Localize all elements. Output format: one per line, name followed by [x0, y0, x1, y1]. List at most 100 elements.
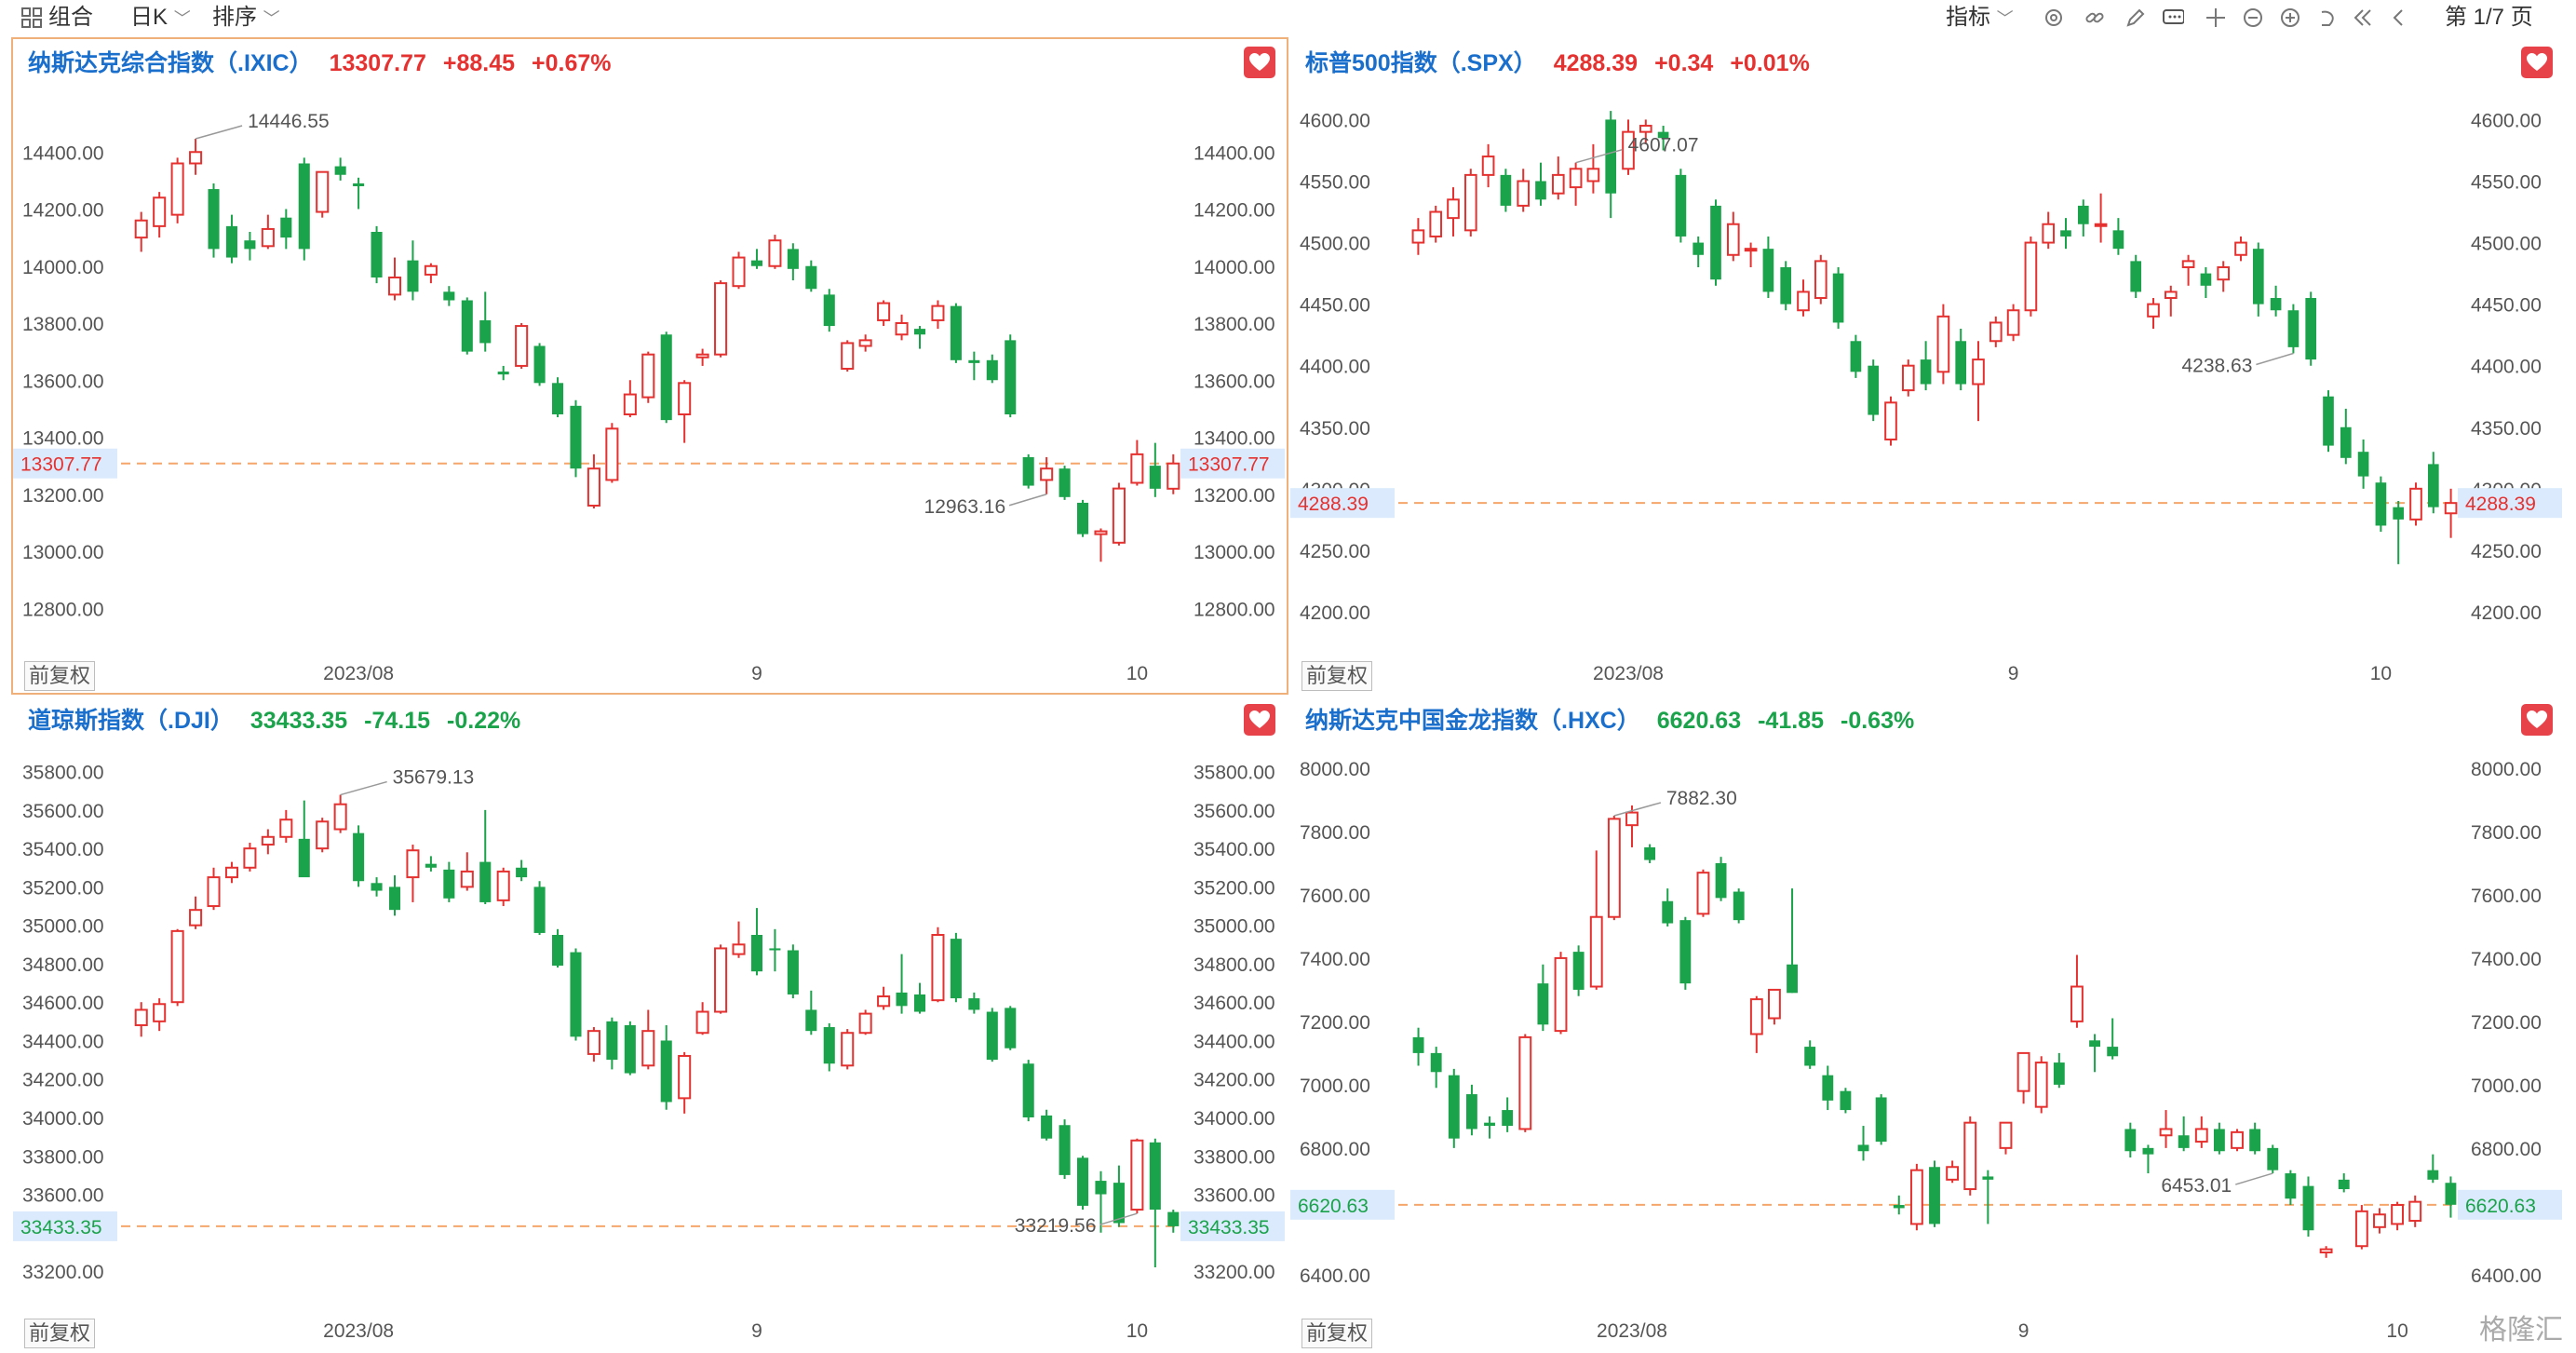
candle[interactable]	[2285, 1170, 2297, 1206]
candle[interactable]	[2006, 304, 2020, 342]
candlestick-chart[interactable]: 8000.00 8000.00 7800.00 7800.00 7600.00 7600.…	[1288, 695, 2566, 1352]
candle[interactable]	[425, 856, 437, 872]
candle[interactable]	[2302, 1176, 2314, 1238]
candle[interactable]	[461, 297, 473, 355]
candle[interactable]	[2409, 482, 2422, 526]
candle[interactable]	[1696, 869, 1710, 917]
candle[interactable]	[805, 990, 817, 1035]
candle[interactable]	[732, 921, 746, 958]
chart-panel-ixic[interactable]: 纳斯达克综合指数（.IXIC） 13307.77 +88.45 +0.67% 14400…	[11, 37, 1288, 695]
candle[interactable]	[388, 875, 401, 916]
candle[interactable]	[1465, 1084, 1477, 1136]
candle[interactable]	[2077, 199, 2089, 237]
candle[interactable]	[787, 243, 799, 281]
candle[interactable]	[1463, 169, 1477, 237]
scroll-back-icon[interactable]	[2389, 7, 2411, 29]
candle[interactable]	[2159, 1110, 2173, 1148]
candle[interactable]	[2130, 254, 2142, 299]
candle[interactable]	[533, 343, 546, 386]
candle[interactable]	[2070, 954, 2084, 1028]
candle[interactable]	[1077, 1156, 1089, 1211]
candle[interactable]	[225, 214, 237, 264]
candle[interactable]	[1840, 1088, 1852, 1114]
candle[interactable]	[1500, 169, 1512, 212]
candle[interactable]	[2444, 488, 2458, 538]
candle[interactable]	[2094, 193, 2108, 243]
candle[interactable]	[2270, 285, 2282, 317]
indicators-selector[interactable]: 指标 ﹀	[1946, 0, 2014, 35]
chart-panel-spx[interactable]: 标普500指数（.SPX） 4288.39 +0.34 +0.01% 4600.00 46…	[1288, 37, 2566, 695]
candle[interactable]	[1679, 916, 1692, 990]
candle[interactable]	[1875, 1094, 1887, 1145]
candle[interactable]	[587, 453, 600, 509]
candle[interactable]	[950, 303, 962, 363]
candle[interactable]	[858, 1009, 872, 1035]
candle[interactable]	[1657, 126, 1669, 151]
candle[interactable]	[1857, 1126, 1869, 1161]
zoom-out-icon[interactable]	[2242, 7, 2264, 29]
candle[interactable]	[623, 380, 637, 418]
candle[interactable]	[2213, 1122, 2225, 1155]
candle[interactable]	[261, 214, 275, 250]
candle[interactable]	[189, 896, 203, 929]
candle[interactable]	[2393, 501, 2405, 564]
candle[interactable]	[353, 177, 365, 210]
candle[interactable]	[913, 982, 926, 1014]
candle[interactable]	[1130, 1138, 1144, 1214]
candlestick-chart[interactable]: 35800.00 35800.00 35600.00 35600.00 35400.00…	[11, 695, 1288, 1352]
candle[interactable]	[2408, 1195, 2422, 1227]
candle[interactable]	[1041, 1109, 1053, 1141]
candle[interactable]	[931, 300, 945, 330]
candle[interactable]	[931, 927, 945, 1003]
candle[interactable]	[2391, 1201, 2405, 1231]
candle[interactable]	[2124, 1122, 2137, 1158]
index-name[interactable]: 标普500指数（.SPX）	[1305, 50, 1537, 76]
candle[interactable]	[2112, 218, 2124, 255]
candle[interactable]	[479, 291, 492, 352]
candle[interactable]	[2164, 285, 2178, 317]
candle[interactable]	[552, 928, 564, 968]
candle[interactable]	[2357, 439, 2369, 489]
index-name[interactable]: 道琼斯指数（.DJI）	[28, 708, 234, 734]
candle[interactable]	[2252, 242, 2264, 317]
candle[interactable]	[2319, 1246, 2333, 1258]
candle[interactable]	[1059, 1119, 1071, 1180]
candle[interactable]	[1780, 261, 1792, 311]
comment-icon[interactable]	[2162, 7, 2184, 29]
candle[interactable]	[1149, 442, 1161, 497]
candle[interactable]	[968, 351, 980, 381]
candle[interactable]	[153, 998, 167, 1032]
pen-icon[interactable]	[2124, 7, 2147, 29]
index-name[interactable]: 纳斯达克中国金龙指数（.HXC）	[1305, 708, 1640, 734]
candle[interactable]	[1551, 156, 1565, 200]
link-icon[interactable]	[2084, 7, 2106, 29]
candle[interactable]	[1822, 1065, 1834, 1111]
price-adjust-toggle[interactable]: 前复权	[1301, 1319, 1373, 1348]
candle[interactable]	[2181, 254, 2195, 286]
candle[interactable]	[280, 209, 292, 250]
favorite-button[interactable]	[1244, 47, 1275, 78]
candle[interactable]	[2194, 1116, 2208, 1148]
candle[interactable]	[552, 377, 564, 418]
candle[interactable]	[2016, 1051, 2030, 1104]
price-adjust-toggle[interactable]: 前复权	[24, 661, 96, 691]
candle[interactable]	[2200, 266, 2212, 299]
candle[interactable]	[533, 881, 546, 935]
candle[interactable]	[134, 211, 148, 252]
candle[interactable]	[714, 280, 728, 358]
candle[interactable]	[515, 323, 529, 369]
candle[interactable]	[1022, 1060, 1034, 1122]
candle[interactable]	[316, 818, 330, 853]
candle[interactable]	[1989, 316, 2003, 347]
candle[interactable]	[1929, 1160, 1940, 1227]
chart-panel-hxc[interactable]: 纳斯达克中国金龙指数（.HXC） 6620.63 -41.85 -0.63% 8000.…	[1288, 695, 2566, 1352]
candle[interactable]	[2107, 1018, 2119, 1060]
candle[interactable]	[1040, 456, 1054, 494]
candle[interactable]	[1113, 1165, 1125, 1227]
candle[interactable]	[1814, 254, 1827, 304]
candle[interactable]	[695, 348, 709, 366]
candle[interactable]	[170, 928, 184, 1007]
candle[interactable]	[968, 992, 980, 1014]
candle[interactable]	[768, 235, 782, 269]
candle[interactable]	[1662, 888, 1674, 927]
